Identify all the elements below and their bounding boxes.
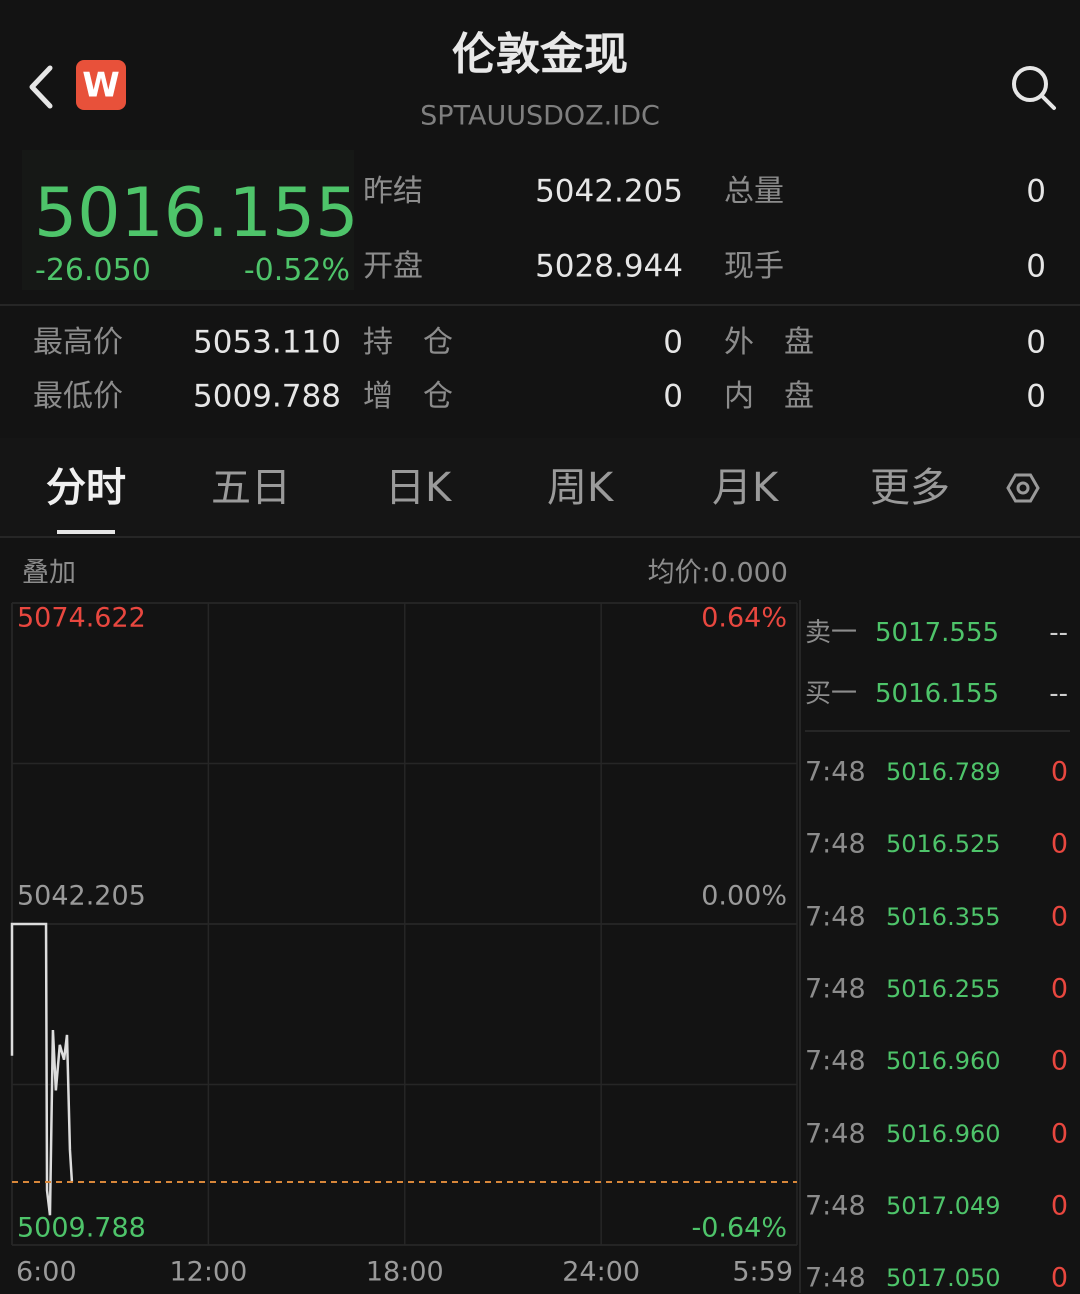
- trade-time: 7:48: [805, 1262, 866, 1294]
- y2-tick-label: 0.64%: [701, 603, 787, 634]
- stat-value: 0: [1026, 378, 1046, 415]
- stat-label: 现手: [724, 249, 784, 284]
- tab[interactable]: 分时: [46, 465, 126, 511]
- stat-label: 持 仓: [363, 325, 453, 360]
- stat-value: 0: [1026, 248, 1046, 285]
- trade-time: 7:48: [805, 1045, 866, 1077]
- quote-box: [22, 150, 354, 290]
- x-tick-label: 18:00: [366, 1257, 444, 1288]
- stat-value: 0: [1026, 173, 1046, 210]
- stat-label: 外 盘: [724, 325, 814, 360]
- trade-volume: 0: [1050, 756, 1068, 788]
- x-tick-label: 6:00: [16, 1257, 77, 1288]
- y2-tick-label: 0.00%: [701, 881, 787, 912]
- trade-volume: 0: [1050, 901, 1068, 933]
- title: 伦敦金现: [452, 29, 628, 80]
- stat-value: 0: [663, 324, 683, 361]
- book-price: 5017.555: [875, 618, 1000, 648]
- trade-price: 5016.355: [886, 902, 1001, 931]
- settings-dot: [1016, 481, 1030, 495]
- y-tick-label: 5042.205: [17, 881, 146, 912]
- trade-volume: 0: [1050, 1262, 1068, 1294]
- trade-price: 5016.525: [886, 830, 1001, 859]
- search-icon[interactable]: [1012, 66, 1048, 102]
- stat-label: 最低价: [33, 379, 123, 414]
- trade-price: 5017.050: [886, 1264, 1001, 1293]
- tab[interactable]: 更多: [870, 465, 950, 511]
- x-tick-label: 24:00: [562, 1257, 640, 1288]
- stat-value: 5042.205: [535, 173, 683, 210]
- book-price: 5016.155: [875, 679, 1000, 709]
- y-tick-label: 5009.788: [17, 1213, 146, 1244]
- search-handle: [1040, 94, 1056, 110]
- trade-volume: 0: [1050, 1190, 1068, 1222]
- trade-volume: 0: [1050, 1045, 1068, 1077]
- tab-bar: [0, 438, 1080, 538]
- trade-time: 7:48: [805, 901, 866, 933]
- trade-price: 5016.960: [886, 1119, 1001, 1148]
- book-volume: --: [1049, 618, 1068, 648]
- price-line: [10, 922, 74, 1216]
- tab[interactable]: 日K: [385, 465, 452, 511]
- settings-icon[interactable]: [1006, 473, 1040, 503]
- stat-label: 最高价: [33, 325, 123, 360]
- trade-volume: 0: [1050, 828, 1068, 860]
- trade-volume: 0: [1050, 1118, 1068, 1149]
- trade-price: 5016.960: [886, 1047, 1001, 1076]
- back-icon[interactable]: [29, 65, 53, 109]
- trade-price: 5016.789: [886, 758, 1001, 786]
- avg-price: 均价:0.000: [647, 557, 788, 589]
- stat-value: 5028.944: [535, 248, 683, 285]
- stat-label: 增 仓: [363, 379, 453, 414]
- y2-tick-label: -0.64%: [691, 1213, 787, 1244]
- y-tick-label: 5074.622: [17, 603, 146, 634]
- price: 5016.155: [34, 174, 359, 253]
- stat-label: 开盘: [363, 249, 423, 284]
- trade-time: 7:48: [805, 756, 866, 788]
- change-pct: -0.52%: [243, 253, 350, 288]
- trade-volume: 0: [1050, 973, 1068, 1005]
- logo: W: [82, 66, 120, 106]
- book-side: 买一: [805, 679, 858, 709]
- code: SPTAUUSDOZ.IDC: [420, 100, 660, 132]
- stat-label: 内 盘: [724, 379, 814, 414]
- stat-value: 0: [1026, 324, 1046, 361]
- stat-label: 总量: [724, 174, 784, 209]
- change: -26.050: [35, 253, 151, 288]
- overlay[interactable]: 叠加: [22, 557, 76, 589]
- trade-time: 7:48: [805, 1118, 866, 1149]
- stat-value: 0: [663, 378, 683, 415]
- trade-price: 5016.255: [886, 974, 1001, 1003]
- book-volume: --: [1049, 679, 1068, 709]
- book-side: 卖一: [805, 618, 858, 648]
- tab[interactable]: 周K: [547, 465, 614, 511]
- x-tick-label: 5:59: [732, 1257, 793, 1288]
- trade-time: 7:48: [805, 828, 866, 860]
- logo-bg: [76, 60, 126, 110]
- stat-value: 5053.110: [193, 324, 341, 361]
- trade-time: 7:48: [805, 973, 866, 1005]
- tab[interactable]: 五日: [211, 465, 291, 511]
- x-tick-label: 12:00: [169, 1257, 247, 1288]
- trade-price: 5017.049: [886, 1191, 1001, 1220]
- tab[interactable]: 月K: [712, 465, 779, 511]
- stat-label: 昨结: [363, 174, 423, 209]
- trade-time: 7:48: [805, 1190, 866, 1222]
- stat-value: 5009.788: [193, 378, 341, 415]
